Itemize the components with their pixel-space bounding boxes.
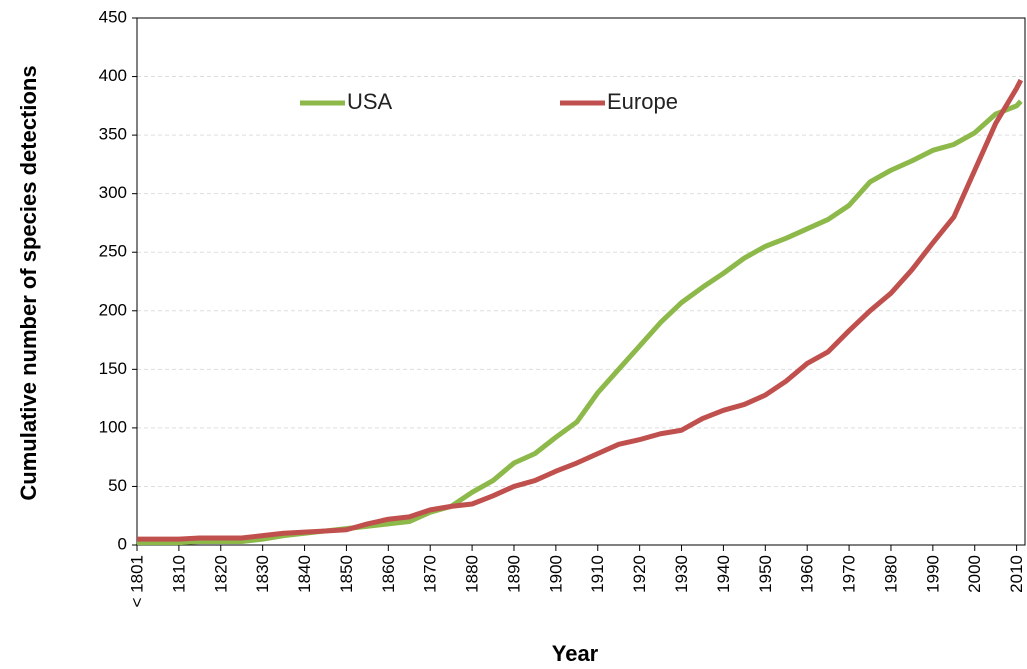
- x-tick-label: 1860: [379, 555, 398, 593]
- y-tick-label: 350: [99, 125, 127, 144]
- y-tick-label: 200: [99, 300, 127, 319]
- x-tick-label: 1870: [421, 555, 440, 593]
- x-tick-label: 1820: [211, 555, 230, 593]
- y-tick-label: 450: [99, 7, 127, 26]
- x-tick-label: 1890: [504, 555, 523, 593]
- y-tick-label: 50: [108, 476, 127, 495]
- x-tick-label: 1900: [546, 555, 565, 593]
- x-tick-label: 2000: [965, 555, 984, 593]
- line-series: [137, 99, 1023, 546]
- x-tick-label: 1830: [253, 555, 272, 593]
- x-tick-label: 1940: [714, 555, 733, 593]
- x-tick-label: 1960: [798, 555, 817, 593]
- x-tick-label: 2010: [1007, 555, 1026, 593]
- x-tick-label: 1930: [672, 555, 691, 593]
- y-tick-label: 0: [118, 534, 127, 553]
- y-tick-label: 250: [99, 242, 127, 261]
- x-tick-label: 1810: [169, 555, 188, 593]
- x-tick-label: 1920: [630, 555, 649, 593]
- x-tick-label: 1990: [923, 555, 942, 593]
- y-axis-title: Cumulative number of species detections: [16, 65, 41, 500]
- y-tick-label: 400: [99, 66, 127, 85]
- plot-frame: [136, 17, 1026, 546]
- x-tick-label: 1950: [756, 555, 775, 593]
- x-tick-label: 1850: [337, 555, 356, 593]
- x-tick-label: < 1801: [127, 555, 146, 607]
- x-axis-title: Year: [552, 641, 599, 666]
- y-tick-label: 300: [99, 183, 127, 202]
- legend-label: Europe: [607, 89, 678, 114]
- y-tick-label: 150: [99, 359, 127, 378]
- line-series: [137, 78, 1024, 542]
- legend-label: USA: [347, 89, 393, 114]
- x-tick-label: 1970: [840, 555, 859, 593]
- x-tick-label: 1880: [463, 555, 482, 593]
- y-tick-label: 100: [99, 417, 127, 436]
- x-tick-label: 1910: [588, 555, 607, 593]
- x-tick-label: 1840: [295, 555, 314, 593]
- x-tick-label: 1980: [881, 555, 900, 593]
